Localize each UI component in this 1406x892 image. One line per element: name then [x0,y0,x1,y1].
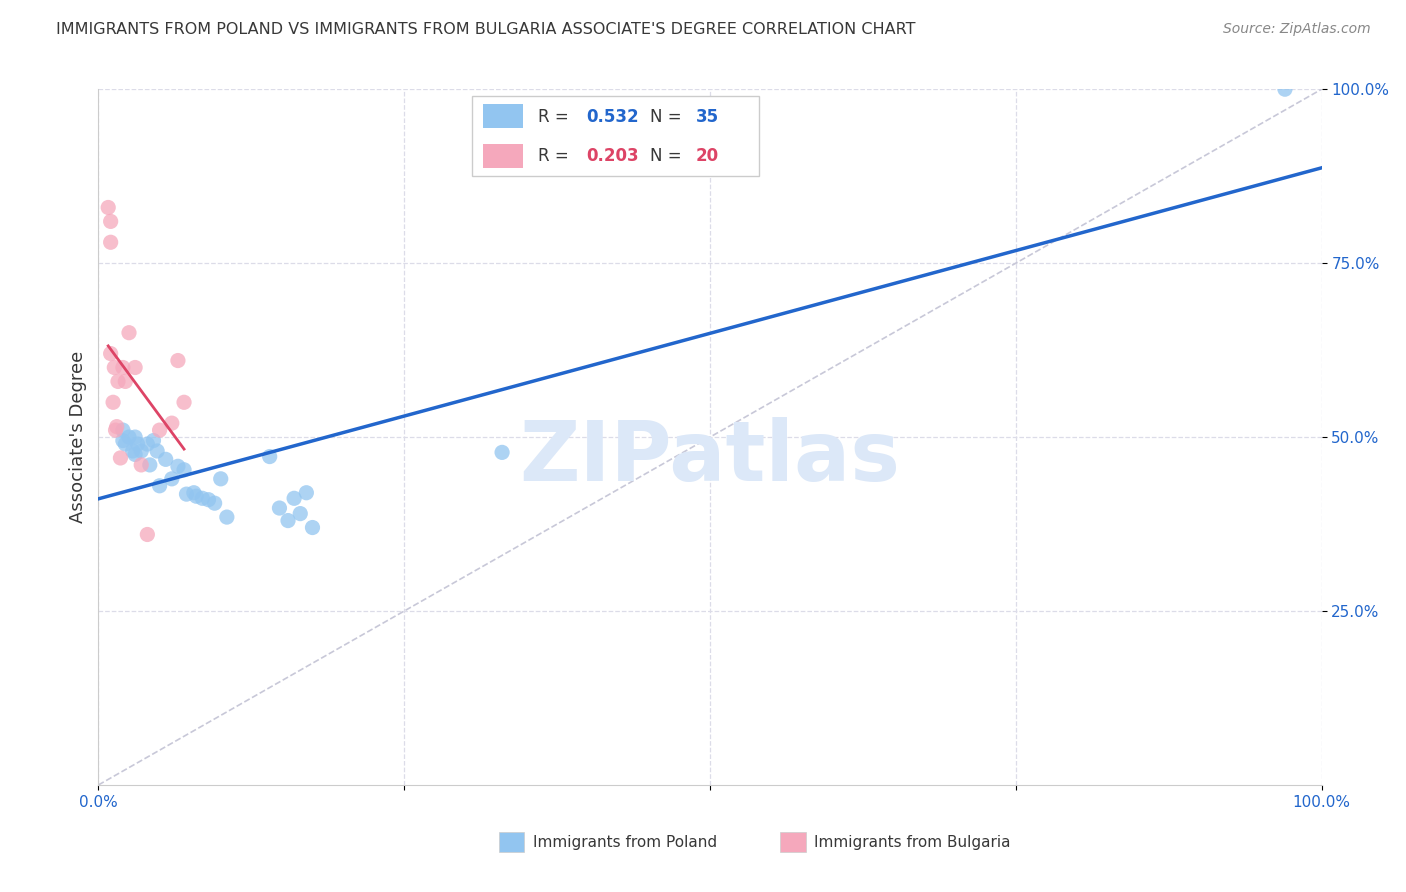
Point [204,496,226,510]
Point [186,489,208,503]
Point [121,444,143,458]
Point [114,437,136,451]
Point [118,430,141,444]
Point [191,491,214,506]
Point [124,360,146,375]
Point [269,501,291,516]
Point [124,430,146,444]
Text: ZIPatlas: ZIPatlas [520,417,900,499]
Point [139,458,162,472]
Point [176,487,198,501]
Point [110,450,132,465]
Point [1274,82,1296,96]
Point [277,514,299,528]
Point [105,419,128,434]
Text: Source: ZipAtlas.com: Source: ZipAtlas.com [1223,22,1371,37]
Point [491,445,513,459]
Point [301,520,323,534]
Point [104,423,127,437]
Point [111,360,134,375]
Point [197,492,219,507]
Point [155,452,177,467]
Point [111,434,134,448]
Point [129,444,152,458]
Point [215,510,238,524]
Point [129,458,152,472]
Point [124,447,146,462]
Y-axis label: Associate's Degree: Associate's Degree [69,351,87,524]
Point [173,463,195,477]
Point [146,444,169,458]
Point [100,346,122,360]
Point [142,434,165,448]
Point [160,416,183,430]
Point [173,395,195,409]
Point [136,527,159,541]
Point [114,375,136,389]
Point [167,459,190,474]
Point [136,437,159,451]
Point [290,507,312,521]
Point [160,472,183,486]
Point [118,326,141,340]
Point [259,450,281,464]
Point [103,360,125,375]
Point [97,201,120,215]
Point [149,479,172,493]
Text: IMMIGRANTS FROM POLAND VS IMMIGRANTS FROM BULGARIA ASSOCIATE'S DEGREE CORRELATIO: IMMIGRANTS FROM POLAND VS IMMIGRANTS FRO… [56,22,915,37]
Point [209,472,232,486]
Text: Immigrants from Bulgaria: Immigrants from Bulgaria [814,835,1011,849]
Point [149,423,172,437]
Text: Immigrants from Poland: Immigrants from Poland [533,835,717,849]
Point [100,235,122,250]
Point [295,485,318,500]
Point [101,395,124,409]
Point [283,491,305,506]
Point [183,485,205,500]
Point [107,375,129,389]
Point [167,353,190,368]
Point [111,423,134,437]
Point [100,214,122,228]
Point [127,437,149,451]
